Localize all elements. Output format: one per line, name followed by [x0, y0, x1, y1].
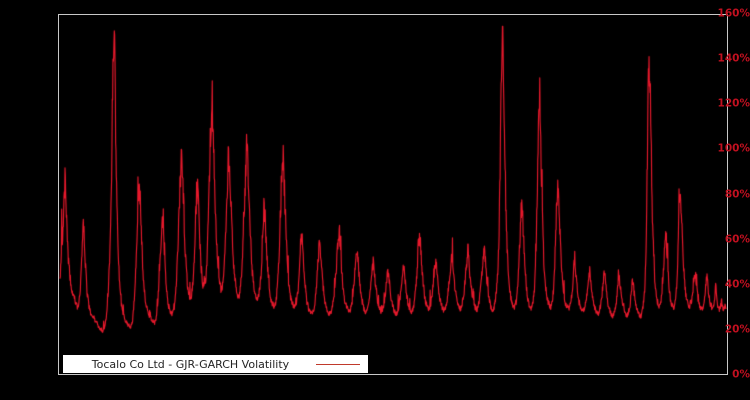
volatility-series-canvas — [59, 15, 727, 374]
legend-label: Tocalo Co Ltd - GJR-GARCH Volatility — [91, 357, 290, 371]
plot-area — [58, 14, 728, 375]
legend-line-swatch-icon — [316, 356, 360, 372]
chart-legend: Tocalo Co Ltd - GJR-GARCH Volatility — [63, 355, 368, 373]
